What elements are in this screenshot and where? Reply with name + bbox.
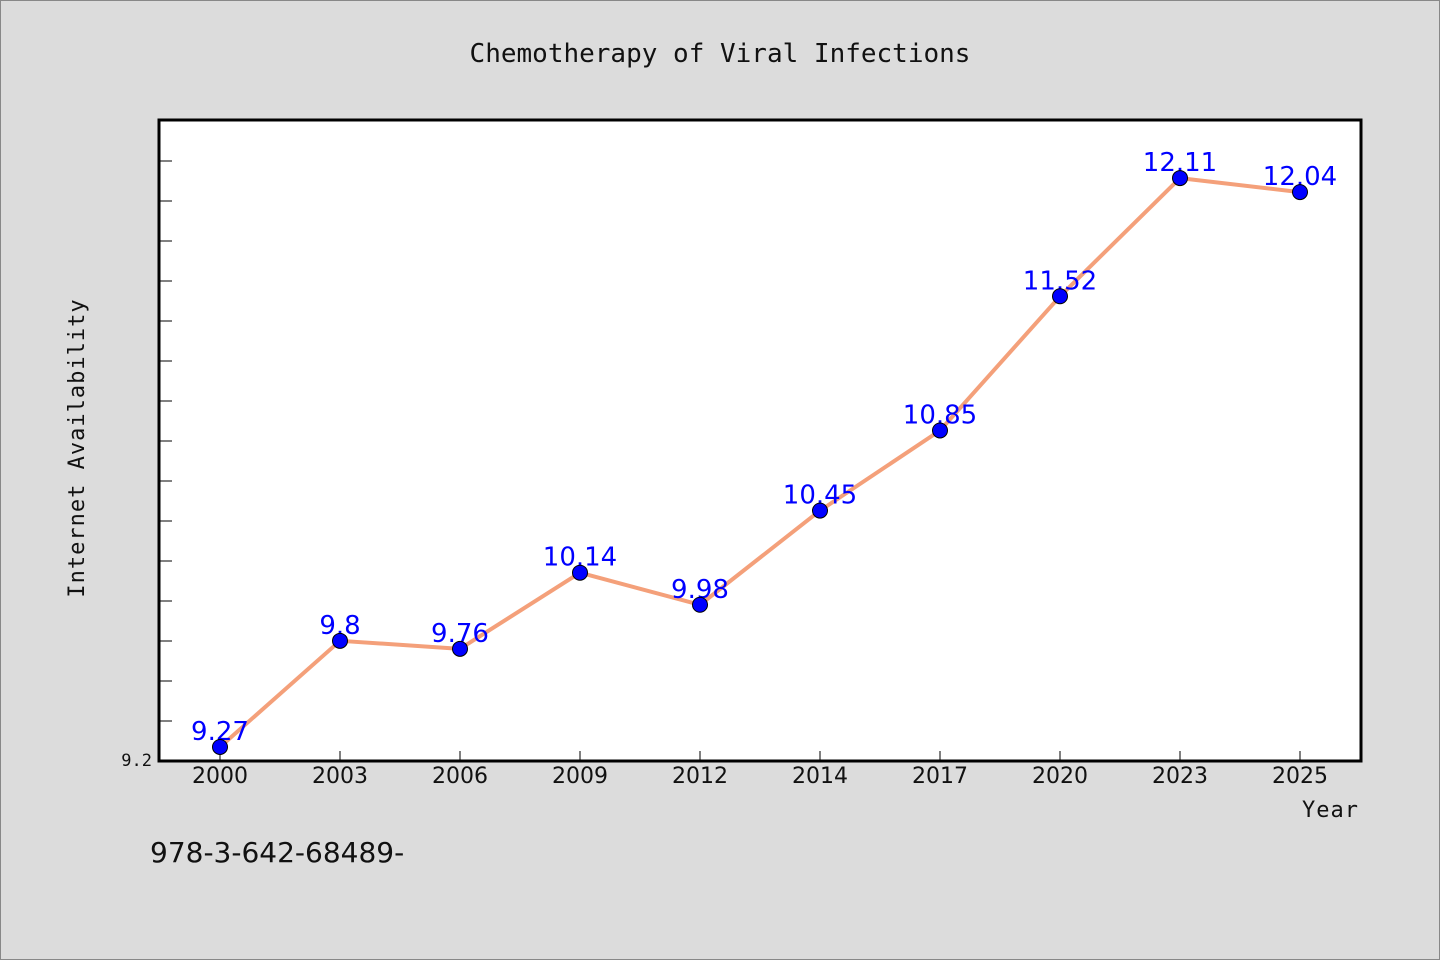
- series-lines: [218, 176, 1302, 749]
- x-tick-label: 2009: [552, 764, 608, 789]
- x-ticks: [219, 751, 1301, 761]
- data-point: [452, 640, 468, 657]
- x-tick-label: 2006: [432, 764, 488, 789]
- x-tick-label: 2017: [912, 764, 968, 789]
- x-tick-label: 2025: [1272, 764, 1328, 789]
- footer-isbn: 978-3-642-68489-: [150, 836, 404, 869]
- data-point: [1292, 184, 1308, 201]
- data-point: [812, 502, 828, 519]
- y-minor-ticks: [158, 160, 172, 762]
- x-tick-labels: 2000 2003 2006 2009 2012 2014 2017 2020 2023 2025: [192, 764, 1328, 789]
- data-point: [692, 596, 708, 613]
- y-tick-label: 9.2: [121, 751, 152, 771]
- data-point: [1052, 288, 1068, 305]
- data-point: [212, 738, 228, 755]
- x-tick-label: 2014: [792, 764, 848, 789]
- x-tick-label: 2020: [1032, 764, 1088, 789]
- chart-title: Chemotherapy of Viral Infections: [470, 39, 971, 69]
- x-tick-label: 2012: [672, 764, 728, 789]
- y-axis-label: Internet Availability: [65, 298, 90, 597]
- data-point: [932, 422, 948, 439]
- data-points: [212, 170, 1308, 755]
- data-point: [1172, 170, 1188, 187]
- x-tick-label: 2003: [312, 764, 368, 789]
- series-line: [218, 176, 1302, 749]
- data-point: [332, 632, 348, 649]
- x-tick-label: 2000: [192, 764, 248, 789]
- x-tick-label: 2023: [1152, 764, 1208, 789]
- data-point: [572, 564, 588, 581]
- plot-area: [157, 118, 1363, 763]
- x-axis-label: Year: [1302, 798, 1359, 823]
